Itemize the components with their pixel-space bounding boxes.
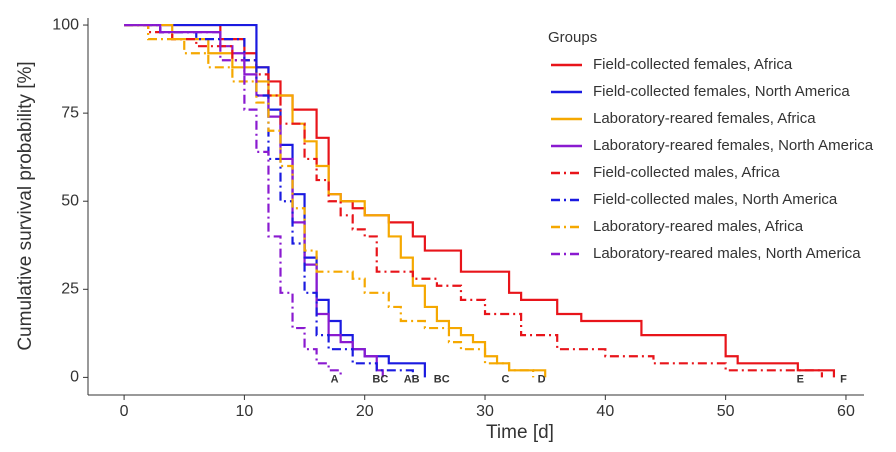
legend-label: Laboratory-reared males, North America (593, 245, 861, 262)
y-tick-label: 100 (52, 16, 79, 33)
legend-label: Field-collected females, Africa (593, 56, 793, 73)
x-tick-label: 30 (476, 403, 494, 420)
y-tick-label: 0 (70, 369, 79, 386)
significance-letter: AB (404, 373, 420, 385)
significance-letter: A (331, 373, 339, 385)
legend-label: Field-collected males, Africa (593, 164, 780, 181)
y-tick-label: 25 (61, 281, 79, 298)
x-tick-label: 40 (596, 403, 614, 420)
legend-label: Field-collected males, North America (593, 191, 838, 208)
x-tick-label: 20 (356, 403, 374, 420)
legend-label: Laboratory-reared females, Africa (593, 110, 816, 127)
legend-title: Groups (548, 29, 597, 46)
y-tick-label: 50 (61, 192, 79, 209)
survival-curve (124, 23, 535, 378)
survival-curve (124, 23, 342, 378)
legend-label: Laboratory-reared males, Africa (593, 218, 804, 235)
legend-label: Field-collected females, North America (593, 83, 850, 100)
significance-letter: BC (372, 373, 388, 385)
significance-letter: E (797, 373, 804, 385)
survival-curve (124, 23, 426, 378)
x-tick-label: 0 (120, 403, 129, 420)
significance-letter: C (501, 373, 509, 385)
significance-letter: D (538, 373, 546, 385)
x-axis-label: Time [d] (486, 422, 554, 443)
y-axis-label: Cumulative survival probability [%] (15, 61, 36, 350)
significance-letter: BC (434, 373, 450, 385)
y-tick-label: 75 (61, 104, 79, 121)
survival-curve (124, 23, 823, 378)
x-tick-label: 50 (717, 403, 735, 420)
x-tick-label: 60 (837, 403, 855, 420)
x-tick-label: 10 (236, 403, 254, 420)
legend-label: Laboratory-reared females, North America (593, 137, 874, 154)
significance-letter: F (840, 373, 847, 385)
